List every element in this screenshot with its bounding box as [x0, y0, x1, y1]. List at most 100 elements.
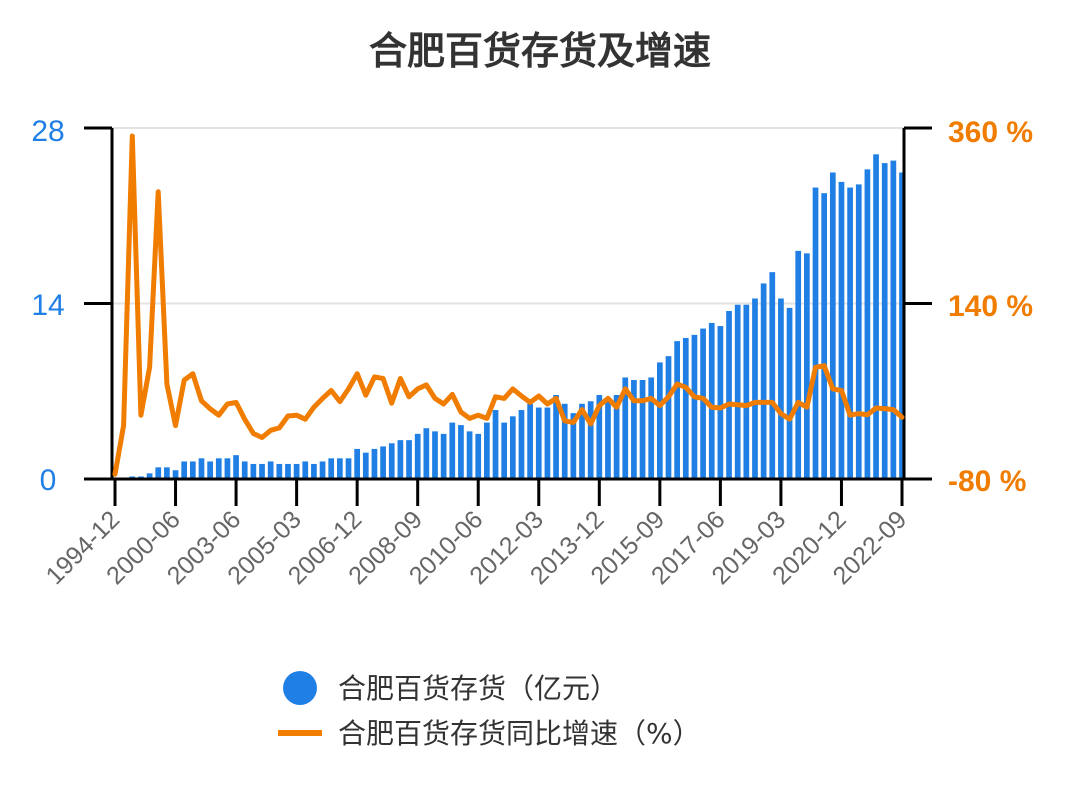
bar	[233, 455, 239, 479]
bar	[708, 322, 715, 479]
bar	[380, 446, 386, 479]
bar	[241, 461, 248, 479]
bar	[665, 356, 672, 479]
bar	[760, 283, 767, 479]
axes	[84, 126, 932, 481]
bar	[561, 403, 568, 479]
line-series	[112, 133, 905, 477]
bar	[639, 379, 646, 479]
bar	[458, 425, 464, 479]
bar	[337, 458, 343, 479]
bar	[440, 433, 447, 479]
left-tick-label: 14	[31, 289, 64, 322]
x-axis-ticks: 1994-122000-062003-062005-032006-122008-…	[41, 479, 912, 590]
bar	[354, 448, 361, 479]
bar	[371, 448, 378, 479]
bar	[328, 458, 335, 479]
bar	[873, 154, 879, 479]
bar	[864, 169, 871, 479]
bar	[224, 458, 231, 479]
bar	[259, 463, 265, 479]
bar	[492, 410, 499, 479]
bar	[181, 461, 188, 479]
bar	[484, 422, 490, 479]
bar	[423, 428, 430, 479]
bar	[786, 307, 793, 479]
bar	[596, 395, 603, 479]
bar	[821, 193, 828, 479]
right-tick-label: 140 %	[948, 290, 1033, 323]
bar	[899, 172, 905, 480]
bar	[700, 328, 706, 479]
bar	[509, 416, 516, 479]
bar-series	[129, 154, 905, 480]
right-tick-label: 360 %	[948, 116, 1033, 149]
bar	[656, 362, 663, 479]
legend: 合肥百货存货（亿元） 合肥百货存货同比增速（%）	[278, 671, 701, 750]
bar	[743, 304, 750, 479]
bar	[570, 413, 577, 479]
bar	[501, 422, 508, 479]
bar	[475, 433, 482, 479]
bar	[518, 410, 525, 479]
bar	[397, 440, 404, 479]
legend-bar-marker	[283, 671, 317, 705]
bar	[414, 433, 421, 479]
y-axis-ticks: 0 14 28 -80 % 140 % 360 %	[31, 115, 1033, 498]
bar	[605, 398, 611, 479]
bar	[146, 473, 153, 479]
bar	[319, 461, 326, 479]
bar	[734, 304, 741, 479]
bar	[682, 337, 689, 479]
bar	[207, 461, 213, 479]
bar	[311, 463, 317, 479]
bar	[285, 463, 291, 479]
bar	[155, 467, 162, 479]
bar	[362, 452, 369, 479]
bar	[674, 341, 680, 479]
bar	[829, 172, 836, 480]
legend-line-label: 合肥百货存货同比增速（%）	[338, 717, 701, 750]
bar	[345, 458, 352, 479]
bar	[795, 250, 802, 479]
bar	[890, 160, 897, 480]
bar	[553, 395, 559, 479]
bar	[276, 463, 283, 479]
bar	[717, 326, 724, 479]
bar	[691, 334, 698, 479]
right-tick-label: -80 %	[948, 465, 1026, 498]
bar	[648, 377, 655, 479]
bar	[198, 458, 205, 479]
bar	[812, 187, 819, 479]
bar	[535, 407, 542, 479]
bar	[881, 163, 888, 479]
bar	[622, 377, 629, 479]
bar	[579, 403, 585, 479]
bar	[769, 272, 776, 479]
bar	[804, 253, 810, 479]
chart-title: 合肥百货存货及增速	[369, 29, 711, 73]
bar	[406, 440, 412, 479]
bar	[778, 298, 784, 479]
bar	[726, 311, 732, 479]
bar	[544, 407, 551, 479]
bar	[838, 181, 845, 479]
bar	[250, 463, 257, 479]
bar	[527, 403, 533, 479]
bar	[164, 467, 170, 479]
bar	[189, 461, 196, 479]
bar	[172, 470, 179, 479]
growth-line	[112, 133, 905, 477]
bar	[466, 431, 473, 479]
bar	[855, 184, 862, 480]
legend-bar-label: 合肥百货存货（亿元）	[338, 672, 618, 705]
left-tick-label: 0	[40, 464, 57, 497]
bar	[449, 422, 456, 479]
left-tick-label: 28	[31, 115, 64, 148]
bar	[631, 379, 637, 479]
bar	[613, 395, 620, 479]
bar	[752, 298, 758, 479]
bar	[847, 187, 853, 479]
bar	[302, 461, 309, 479]
